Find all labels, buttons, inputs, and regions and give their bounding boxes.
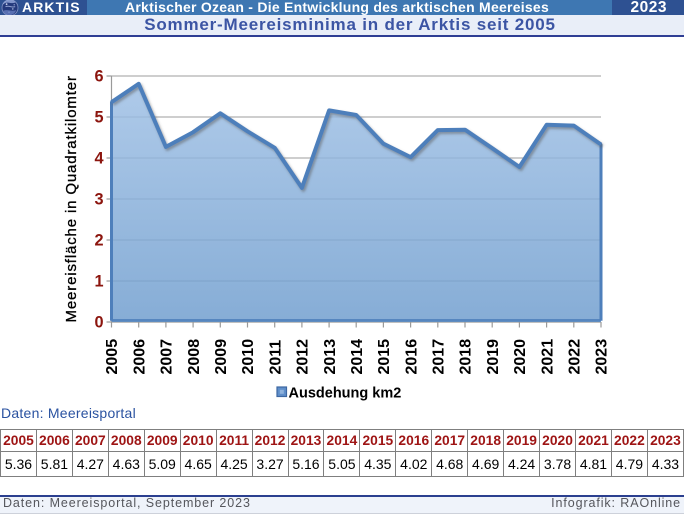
svg-text:6: 6 (94, 68, 103, 86)
svg-text:2006: 2006 (131, 339, 148, 375)
svg-text:5: 5 (94, 109, 103, 127)
svg-text:2017: 2017 (431, 339, 448, 375)
svg-text:2015: 2015 (376, 339, 393, 375)
svg-text:2020: 2020 (512, 339, 529, 375)
svg-text:4: 4 (94, 150, 103, 168)
svg-text:2010: 2010 (240, 339, 257, 375)
svg-text:2022: 2022 (567, 339, 584, 375)
svg-text:2011: 2011 (267, 340, 284, 375)
svg-text:2016: 2016 (403, 339, 420, 375)
svg-text:0: 0 (94, 314, 103, 332)
svg-text:2005: 2005 (104, 339, 121, 375)
svg-text:2007: 2007 (159, 339, 176, 375)
svg-text:2018: 2018 (458, 339, 475, 375)
svg-text:1: 1 (94, 273, 103, 291)
svg-text:Meereisfläche in Quadratkilomt: Meereisfläche in Quadratkilomter (63, 75, 80, 322)
svg-text:2008: 2008 (186, 339, 203, 375)
svg-text:Ausdehung km2: Ausdehung km2 (289, 386, 402, 402)
svg-text:3: 3 (94, 191, 103, 209)
svg-text:2012: 2012 (295, 339, 312, 375)
svg-text:2019: 2019 (485, 339, 502, 375)
svg-text:2023: 2023 (594, 339, 611, 375)
svg-text:2: 2 (94, 232, 103, 250)
svg-text:2009: 2009 (213, 339, 230, 375)
svg-text:2013: 2013 (322, 339, 339, 375)
svg-text:2014: 2014 (349, 339, 366, 375)
svg-text:2021: 2021 (539, 339, 556, 375)
